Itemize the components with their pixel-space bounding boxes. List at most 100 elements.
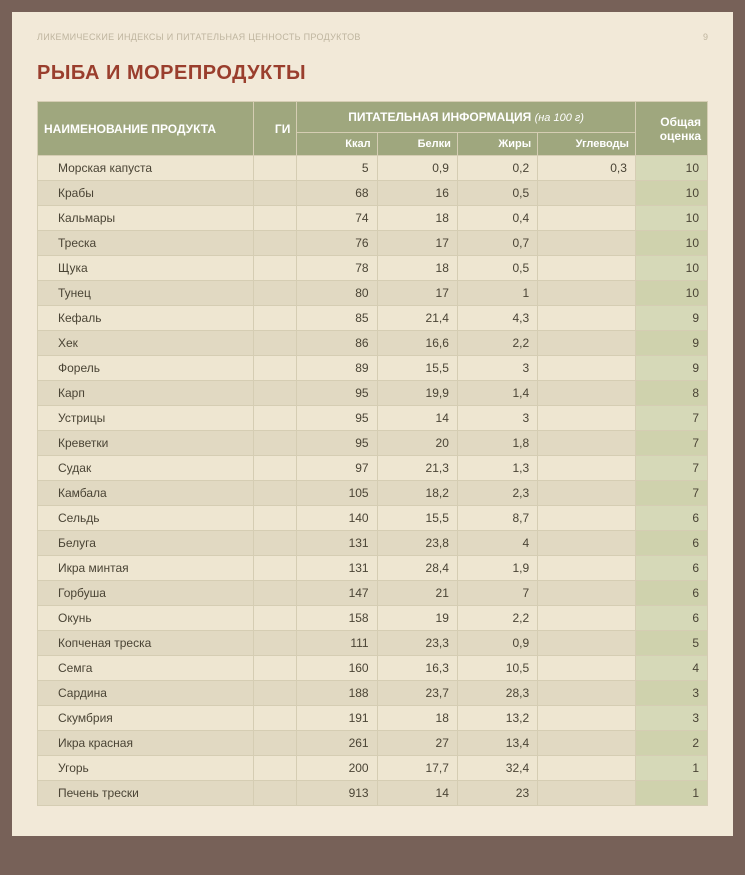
table-row: Треска76170,710 — [38, 231, 708, 256]
page-title: РЫБА И МОРЕПРОДУКТЫ — [37, 62, 708, 85]
cell-fat: 13,4 — [457, 731, 537, 756]
cell-gi — [254, 556, 297, 581]
cell-protein: 18 — [377, 206, 457, 231]
cell-gi — [254, 181, 297, 206]
cell-name: Карп — [38, 381, 254, 406]
table-row: Крабы68160,510 — [38, 181, 708, 206]
cell-kcal: 147 — [297, 581, 377, 606]
cell-fat: 23 — [457, 781, 537, 806]
cell-kcal: 111 — [297, 631, 377, 656]
table-row: Хек8616,62,29 — [38, 331, 708, 356]
cell-gi — [254, 756, 297, 781]
table-row: Камбала10518,22,37 — [38, 481, 708, 506]
cell-score: 4 — [635, 656, 707, 681]
cell-gi — [254, 706, 297, 731]
cell-fat: 4 — [457, 531, 537, 556]
cell-fat: 3 — [457, 356, 537, 381]
cell-carbs — [538, 381, 636, 406]
th-kcal: Ккал — [297, 133, 377, 156]
cell-name: Судак — [38, 456, 254, 481]
cell-name: Белуга — [38, 531, 254, 556]
cell-score: 6 — [635, 506, 707, 531]
cell-kcal: 78 — [297, 256, 377, 281]
cell-carbs — [538, 456, 636, 481]
cell-kcal: 74 — [297, 206, 377, 231]
cell-score: 2 — [635, 731, 707, 756]
cell-gi — [254, 381, 297, 406]
cell-fat: 0,5 — [457, 256, 537, 281]
cell-kcal: 95 — [297, 406, 377, 431]
cell-fat: 8,7 — [457, 506, 537, 531]
table-row: Устрицы951437 — [38, 406, 708, 431]
cell-name: Сардина — [38, 681, 254, 706]
th-fat: Жиры — [457, 133, 537, 156]
cell-protein: 17,7 — [377, 756, 457, 781]
cell-score: 5 — [635, 631, 707, 656]
table-row: Кефаль8521,44,39 — [38, 306, 708, 331]
cell-carbs — [538, 481, 636, 506]
th-gi: ГИ — [254, 102, 297, 156]
cell-name: Сельдь — [38, 506, 254, 531]
cell-protein: 21 — [377, 581, 457, 606]
cell-protein: 18,2 — [377, 481, 457, 506]
cell-kcal: 105 — [297, 481, 377, 506]
cell-fat: 2,3 — [457, 481, 537, 506]
cell-carbs — [538, 506, 636, 531]
cell-score: 10 — [635, 256, 707, 281]
cell-gi — [254, 331, 297, 356]
cell-protein: 15,5 — [377, 356, 457, 381]
cell-gi — [254, 506, 297, 531]
cell-name: Икра красная — [38, 731, 254, 756]
cell-carbs — [538, 581, 636, 606]
cell-protein: 21,4 — [377, 306, 457, 331]
cell-protein: 21,3 — [377, 456, 457, 481]
cell-kcal: 89 — [297, 356, 377, 381]
th-nutrition-group: ПИТАТЕЛЬНАЯ ИНФОРМАЦИЯ (на 100 г) — [297, 102, 636, 133]
table-body: Морская капуста50,90,20,310Крабы68160,51… — [38, 156, 708, 806]
cell-protein: 16 — [377, 181, 457, 206]
page-number: 9 — [703, 32, 708, 42]
cell-fat: 2,2 — [457, 331, 537, 356]
cell-carbs — [538, 206, 636, 231]
cell-carbs — [538, 606, 636, 631]
cell-gi — [254, 581, 297, 606]
cell-kcal: 913 — [297, 781, 377, 806]
cell-fat: 13,2 — [457, 706, 537, 731]
cell-carbs — [538, 631, 636, 656]
cell-name: Угорь — [38, 756, 254, 781]
cell-fat: 1,4 — [457, 381, 537, 406]
table-row: Креветки95201,87 — [38, 431, 708, 456]
cell-name: Камбала — [38, 481, 254, 506]
cell-kcal: 261 — [297, 731, 377, 756]
cell-gi — [254, 731, 297, 756]
cell-fat: 0,7 — [457, 231, 537, 256]
cell-fat: 3 — [457, 406, 537, 431]
cell-name: Окунь — [38, 606, 254, 631]
th-score: Общая оценка — [635, 102, 707, 156]
cell-carbs — [538, 406, 636, 431]
table-row: Горбуша1472176 — [38, 581, 708, 606]
cell-gi — [254, 631, 297, 656]
cell-protein: 23,3 — [377, 631, 457, 656]
cell-name: Хек — [38, 331, 254, 356]
table-row: Сельдь14015,58,76 — [38, 506, 708, 531]
cell-protein: 17 — [377, 281, 457, 306]
cell-gi — [254, 231, 297, 256]
cell-kcal: 131 — [297, 531, 377, 556]
cell-gi — [254, 481, 297, 506]
th-nutrition-note: (на 100 г) — [535, 112, 584, 124]
cell-kcal: 95 — [297, 431, 377, 456]
cell-protein: 18 — [377, 256, 457, 281]
cell-carbs — [538, 656, 636, 681]
cell-fat: 0,2 — [457, 156, 537, 181]
table-row: Икра красная2612713,42 — [38, 731, 708, 756]
cell-gi — [254, 256, 297, 281]
cell-score: 6 — [635, 606, 707, 631]
cell-score: 7 — [635, 456, 707, 481]
cell-protein: 19,9 — [377, 381, 457, 406]
cell-carbs — [538, 706, 636, 731]
cell-kcal: 131 — [297, 556, 377, 581]
cell-kcal: 140 — [297, 506, 377, 531]
cell-score: 8 — [635, 381, 707, 406]
cell-name: Скумбрия — [38, 706, 254, 731]
